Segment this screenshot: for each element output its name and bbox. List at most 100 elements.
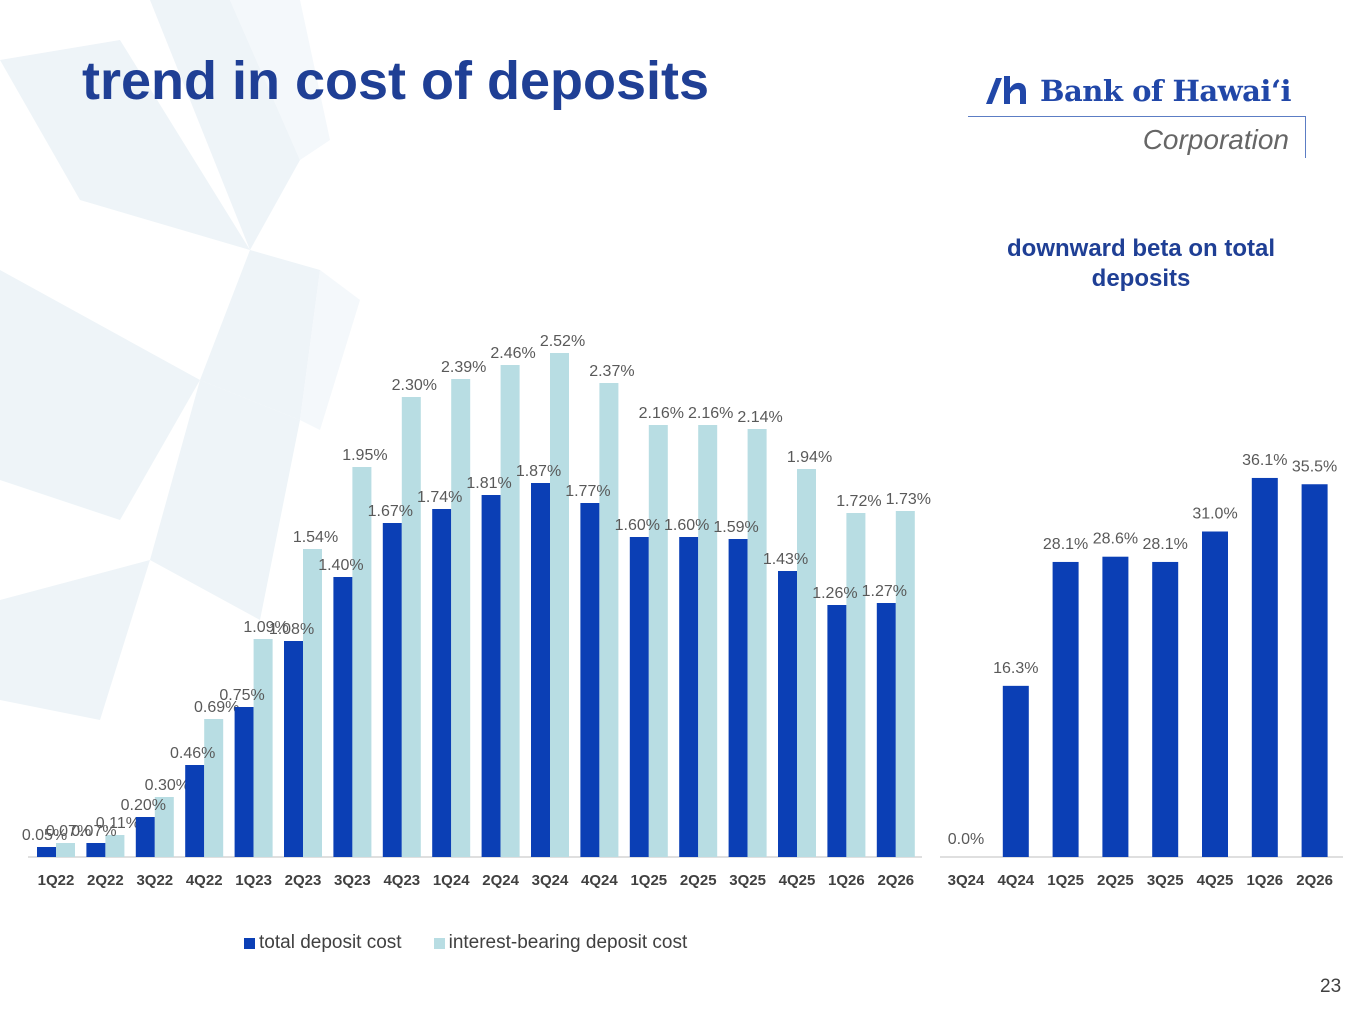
x-tick-label: 4Q24 <box>997 872 1034 889</box>
bank-logo-mark-icon <box>986 76 1026 104</box>
bar-downward-beta <box>1251 477 1278 857</box>
x-tick-label: 2Q24 <box>482 872 519 889</box>
data-label-interest-bearing-cost: 0.30% <box>145 777 190 794</box>
data-label-interest-bearing-cost: 1.09% <box>243 619 288 636</box>
bar-interest-bearing-cost <box>253 639 273 857</box>
data-label-total-deposit-cost: 1.77% <box>565 483 610 500</box>
data-label-downward-beta: 35.5% <box>1292 458 1337 475</box>
data-label-total-deposit-cost: 1.26% <box>812 585 857 602</box>
bar-total-deposit-cost <box>284 641 303 857</box>
x-tick-label: 1Q25 <box>630 872 667 889</box>
data-label-interest-bearing-cost: 2.16% <box>639 405 684 422</box>
page-number: 23 <box>1320 976 1342 997</box>
data-label-total-deposit-cost: 0.75% <box>219 687 264 704</box>
data-label-interest-bearing-cost: 0.69% <box>194 699 239 716</box>
bar-total-deposit-cost <box>580 503 600 857</box>
legend-swatch-total <box>244 937 255 949</box>
legend-swatch-interest-bearing <box>433 937 445 949</box>
bar-total-deposit-cost <box>629 537 649 857</box>
x-tick-label: 4Q25 <box>779 872 816 889</box>
data-label-interest-bearing-cost: 1.73% <box>886 491 931 508</box>
bar-interest-bearing-cost <box>56 843 75 857</box>
bar-interest-bearing-cost <box>204 719 224 857</box>
bar-interest-bearing-cost <box>550 353 569 857</box>
legend-label-interest-bearing: interest-bearing deposit cost <box>448 932 688 953</box>
x-tick-label: 2Q23 <box>285 872 322 889</box>
data-label-downward-beta: 28.6% <box>1093 531 1138 548</box>
data-label-interest-bearing-cost: 2.30% <box>392 377 437 394</box>
bar-downward-beta <box>1301 484 1328 857</box>
data-label-downward-beta: 28.1% <box>1043 536 1088 553</box>
data-label-downward-beta: 28.1% <box>1143 536 1188 553</box>
bar-total-deposit-cost <box>37 847 56 857</box>
bar-downward-beta <box>1002 685 1029 857</box>
bar-total-deposit-cost <box>679 537 699 857</box>
data-label-interest-bearing-cost: 2.16% <box>688 405 733 422</box>
bank-logo: Bank of Hawaiʻi Corporation <box>968 60 1313 170</box>
data-label-interest-bearing-cost: 0.11% <box>96 815 140 832</box>
data-label-total-deposit-cost: 0.07% <box>71 823 116 840</box>
bar-total-deposit-cost <box>432 509 452 857</box>
data-label-interest-bearing-cost: 1.95% <box>342 447 387 464</box>
data-label-total-deposit-cost: 1.08% <box>269 621 314 638</box>
bar-interest-bearing-cost <box>154 797 174 857</box>
bar-total-deposit-cost <box>481 495 501 857</box>
page-title: trend in cost of deposits <box>82 51 710 111</box>
legend-item-total: total deposit cost <box>244 932 402 954</box>
x-tick-label: 3Q23 <box>334 872 371 889</box>
bar-total-deposit-cost <box>778 571 797 857</box>
x-tick-label: 3Q22 <box>136 872 173 889</box>
bar-interest-bearing-cost <box>895 511 915 857</box>
data-label-downward-beta: 36.1% <box>1242 452 1287 469</box>
x-tick-label: 2Q25 <box>680 872 717 889</box>
bar-interest-bearing-cost <box>599 383 619 857</box>
bar-interest-bearing-cost <box>451 379 471 857</box>
data-label-interest-bearing-cost: 2.46% <box>490 345 535 362</box>
x-tick-label: 1Q24 <box>433 872 470 889</box>
chart-legend: total deposit cost interest-bearing depo… <box>244 932 687 954</box>
x-tick-label: 3Q25 <box>1147 872 1184 889</box>
bar-total-deposit-cost <box>382 523 402 857</box>
downward-beta-chart: 0.0% 3Q24 16.3% 4Q24 28.1% 1Q25 28.6% 2Q25 28.1%… <box>940 452 1343 889</box>
bar-downward-beta <box>1102 556 1129 857</box>
data-label-total-deposit-cost: 1.60% <box>615 517 660 534</box>
data-label-total-deposit-cost: 0.20% <box>121 797 166 814</box>
bar-total-deposit-cost <box>827 605 847 857</box>
data-label-interest-bearing-cost: 1.72% <box>836 493 881 510</box>
legend-item-interest-bearing: interest-bearing deposit cost <box>433 932 688 954</box>
bar-interest-bearing-cost <box>846 513 866 857</box>
bar-interest-bearing-cost <box>648 425 668 857</box>
data-label-interest-bearing-cost: 2.37% <box>589 363 634 380</box>
bar-downward-beta <box>1152 561 1179 857</box>
bar-total-deposit-cost <box>135 817 155 857</box>
bar-interest-bearing-cost <box>303 549 322 857</box>
x-tick-label: 1Q26 <box>828 872 865 889</box>
x-tick-label: 3Q24 <box>948 872 985 889</box>
data-label-total-deposit-cost: 0.05% <box>22 827 67 844</box>
x-tick-label: 1Q26 <box>1246 872 1283 889</box>
data-label-total-deposit-cost: 1.40% <box>318 557 363 574</box>
bar-total-deposit-cost <box>333 577 353 857</box>
data-label-total-deposit-cost: 1.27% <box>862 583 907 600</box>
x-tick-label: 4Q24 <box>581 872 618 889</box>
bar-total-deposit-cost <box>234 707 254 857</box>
data-label-interest-bearing-cost: 2.14% <box>737 409 782 426</box>
data-label-total-deposit-cost: 1.81% <box>466 475 511 492</box>
data-label-total-deposit-cost: 0.46% <box>170 745 215 762</box>
x-tick-label: 2Q26 <box>1296 872 1333 889</box>
bank-logo-subtitle: Corporation <box>1142 124 1289 155</box>
bar-interest-bearing-cost <box>797 469 816 857</box>
bar-interest-bearing-cost <box>352 467 372 857</box>
data-label-interest-bearing-cost: 0.07% <box>46 823 91 840</box>
x-tick-label: 2Q26 <box>877 872 914 889</box>
data-label-total-deposit-cost: 1.87% <box>516 463 561 480</box>
x-tick-label: 1Q22 <box>38 872 75 889</box>
bar-interest-bearing-cost <box>747 429 767 857</box>
bar-downward-beta <box>1052 561 1079 857</box>
x-tick-label: 2Q25 <box>1097 872 1134 889</box>
bank-logo-name: Bank of Hawaiʻi <box>1040 74 1292 108</box>
x-tick-label: 4Q23 <box>383 872 420 889</box>
bar-downward-beta <box>1202 531 1228 857</box>
bar-total-deposit-cost <box>876 603 896 857</box>
